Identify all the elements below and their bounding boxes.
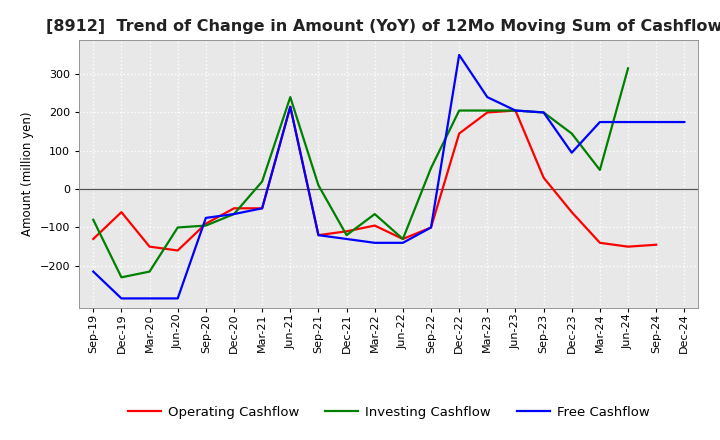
Free Cashflow [370,240,379,246]
Operating Cashflow [427,225,436,230]
Operating Cashflow [595,240,604,246]
Investing Cashflow [399,236,408,242]
Free Cashflow [230,211,238,216]
Free Cashflow [455,52,464,58]
Free Cashflow [483,95,492,100]
Operating Cashflow [370,223,379,228]
Free Cashflow [286,104,294,109]
Investing Cashflow [202,223,210,228]
Investing Cashflow [174,225,182,230]
Operating Cashflow [314,232,323,238]
Operating Cashflow [117,209,126,215]
Free Cashflow [89,269,98,274]
Free Cashflow [174,296,182,301]
Investing Cashflow [370,211,379,216]
Operating Cashflow [89,236,98,242]
Investing Cashflow [567,131,576,136]
Operating Cashflow [286,104,294,109]
Free Cashflow [511,108,520,113]
Free Cashflow [202,215,210,220]
Operating Cashflow [624,244,632,249]
Free Cashflow [258,205,266,211]
Free Cashflow [595,119,604,125]
Investing Cashflow [427,165,436,171]
Investing Cashflow [230,211,238,216]
Free Cashflow [314,232,323,238]
Y-axis label: Amount (million yen): Amount (million yen) [21,112,34,236]
Investing Cashflow [595,167,604,172]
Operating Cashflow [455,131,464,136]
Operating Cashflow [258,205,266,211]
Operating Cashflow [230,205,238,211]
Investing Cashflow [483,108,492,113]
Operating Cashflow [483,110,492,115]
Title: [8912]  Trend of Change in Amount (YoY) of 12Mo Moving Sum of Cashflows: [8912] Trend of Change in Amount (YoY) o… [46,19,720,34]
Free Cashflow [145,296,154,301]
Investing Cashflow [258,179,266,184]
Free Cashflow [117,296,126,301]
Operating Cashflow [342,229,351,234]
Operating Cashflow [539,175,548,180]
Free Cashflow [399,240,408,246]
Investing Cashflow [145,269,154,274]
Investing Cashflow [286,95,294,100]
Investing Cashflow [455,108,464,113]
Investing Cashflow [539,110,548,115]
Operating Cashflow [202,221,210,226]
Line: Operating Cashflow: Operating Cashflow [94,106,656,250]
Line: Free Cashflow: Free Cashflow [94,55,684,298]
Investing Cashflow [314,183,323,188]
Free Cashflow [427,225,436,230]
Free Cashflow [539,110,548,115]
Legend: Operating Cashflow, Investing Cashflow, Free Cashflow: Operating Cashflow, Investing Cashflow, … [123,400,654,424]
Investing Cashflow [511,108,520,113]
Operating Cashflow [511,108,520,113]
Operating Cashflow [174,248,182,253]
Operating Cashflow [652,242,660,247]
Operating Cashflow [399,236,408,242]
Line: Investing Cashflow: Investing Cashflow [94,68,628,277]
Operating Cashflow [567,209,576,215]
Free Cashflow [567,150,576,155]
Investing Cashflow [89,217,98,223]
Investing Cashflow [117,275,126,280]
Investing Cashflow [342,232,351,238]
Investing Cashflow [624,66,632,71]
Free Cashflow [342,236,351,242]
Free Cashflow [680,119,688,125]
Operating Cashflow [145,244,154,249]
